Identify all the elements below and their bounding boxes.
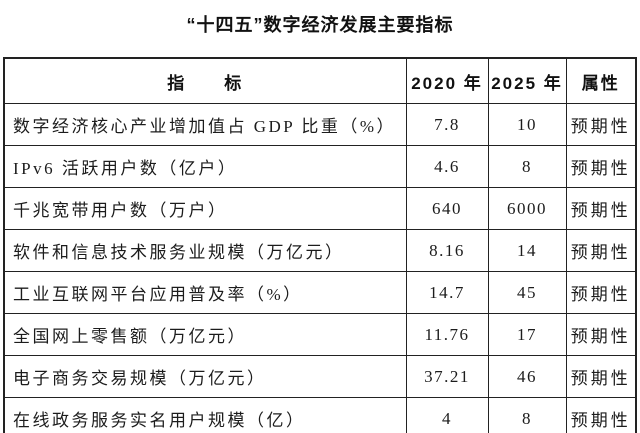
indicator-cell: 全国网上零售额（万亿元） — [3, 313, 407, 356]
value-2025-cell: 8 — [487, 145, 567, 188]
value-2025-cell: 45 — [487, 271, 567, 314]
value-2025-cell: 8 — [487, 397, 567, 433]
attribute-cell: 预期性 — [565, 313, 637, 356]
value-2020-cell: 8.16 — [405, 229, 489, 272]
table-row: 工业互联网平台应用普及率（%） 14.7 45 预期性 — [3, 271, 637, 314]
indicator-cell: 工业互联网平台应用普及率（%） — [3, 271, 407, 314]
value-2025-cell: 10 — [487, 103, 567, 146]
table-row: 全国网上零售额（万亿元） 11.76 17 预期性 — [3, 313, 637, 356]
value-2020-cell: 11.76 — [405, 313, 489, 356]
value-2020-cell: 4.6 — [405, 145, 489, 188]
value-2020-cell: 640 — [405, 187, 489, 230]
attribute-cell: 预期性 — [565, 355, 637, 398]
table-row: IPv6 活跃用户数（亿户） 4.6 8 预期性 — [3, 145, 637, 188]
indicator-cell: 软件和信息技术服务业规模（万亿元） — [3, 229, 407, 272]
table-header-row: 指 标 2020 年 2025 年 属性 — [3, 57, 637, 104]
header-year-2025: 2025 年 — [487, 57, 567, 104]
value-2020-cell: 37.21 — [405, 355, 489, 398]
header-attribute: 属性 — [565, 57, 637, 104]
indicator-cell: 电子商务交易规模（万亿元） — [3, 355, 407, 398]
attribute-cell: 预期性 — [565, 145, 637, 188]
indicator-cell: 千兆宽带用户数（万户） — [3, 187, 407, 230]
indicator-cell: 数字经济核心产业增加值占 GDP 比重（%） — [3, 103, 407, 146]
page-title: “十四五”数字经济发展主要指标 — [186, 15, 454, 35]
value-2025-cell: 46 — [487, 355, 567, 398]
value-2020-cell: 7.8 — [405, 103, 489, 146]
value-2025-cell: 6000 — [487, 187, 567, 230]
value-2020-cell: 14.7 — [405, 271, 489, 314]
attribute-cell: 预期性 — [565, 271, 637, 314]
indicator-cell: IPv6 活跃用户数（亿户） — [3, 145, 407, 188]
header-indicator: 指 标 — [3, 57, 407, 104]
table-row: 数字经济核心产业增加值占 GDP 比重（%） 7.8 10 预期性 — [3, 103, 637, 146]
indicator-cell: 在线政务服务实名用户规模（亿） — [3, 397, 407, 433]
header-year-2020: 2020 年 — [405, 57, 489, 104]
attribute-cell: 预期性 — [565, 187, 637, 230]
attribute-cell: 预期性 — [565, 229, 637, 272]
indicators-table: 指 标 2020 年 2025 年 属性 数字经济核心产业增加值占 GDP 比重… — [3, 57, 637, 433]
value-2020-cell: 4 — [405, 397, 489, 433]
attribute-cell: 预期性 — [565, 397, 637, 433]
attribute-cell: 预期性 — [565, 103, 637, 146]
table-row: 电子商务交易规模（万亿元） 37.21 46 预期性 — [3, 355, 637, 398]
table-row: 软件和信息技术服务业规模（万亿元） 8.16 14 预期性 — [3, 229, 637, 272]
table-row: 在线政务服务实名用户规模（亿） 4 8 预期性 — [3, 397, 637, 433]
value-2025-cell: 17 — [487, 313, 567, 356]
value-2025-cell: 14 — [487, 229, 567, 272]
table-row: 千兆宽带用户数（万户） 640 6000 预期性 — [3, 187, 637, 230]
